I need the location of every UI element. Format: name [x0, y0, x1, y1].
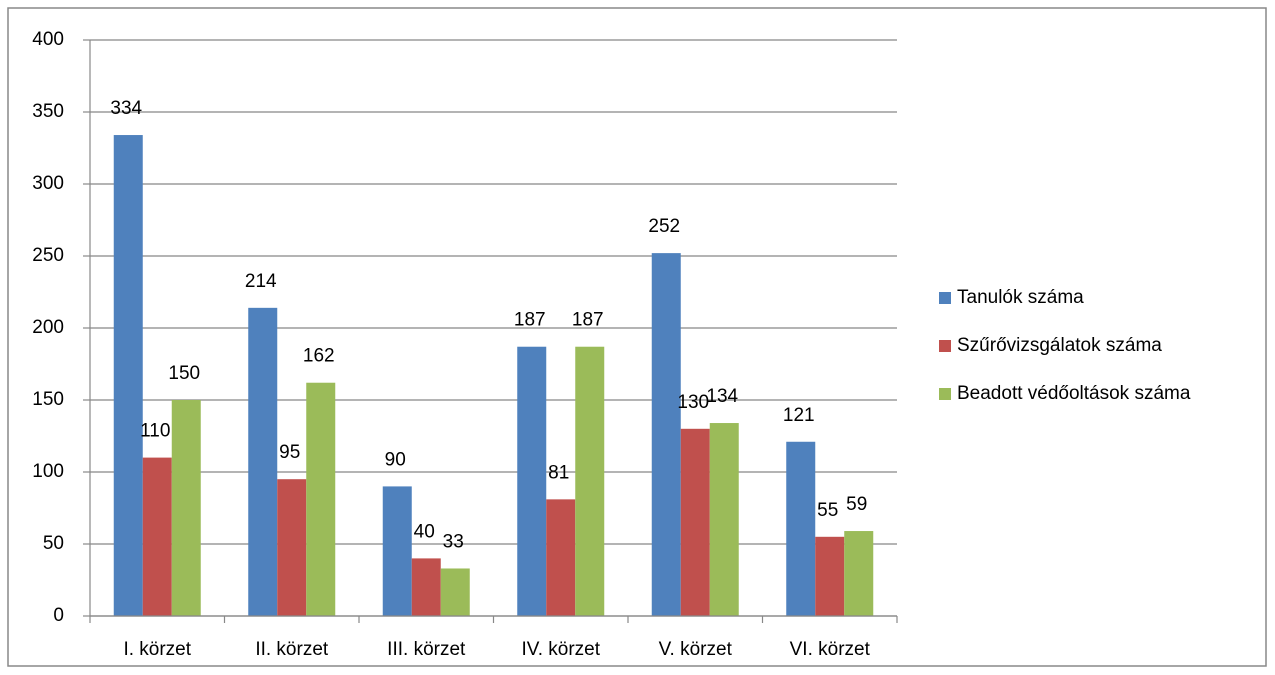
y-tick-label: 200: [32, 317, 64, 338]
bar: [248, 307, 278, 616]
legend-swatch: [939, 388, 951, 400]
bar: [440, 568, 470, 616]
y-tick-label: 350: [32, 101, 64, 122]
data-label: 59: [846, 494, 867, 515]
x-tick-label: VI. körzet: [790, 639, 871, 660]
y-tick-label: 50: [43, 533, 64, 554]
bar: [382, 486, 412, 616]
y-tick-label: 0: [53, 605, 64, 626]
y-tick-label: 300: [32, 173, 64, 194]
bar: [709, 423, 739, 616]
data-label: 187: [572, 310, 604, 331]
bar: [517, 346, 547, 616]
bar: [651, 253, 681, 616]
data-label: 187: [514, 310, 546, 331]
data-label: 150: [168, 363, 200, 384]
data-label: 40: [414, 521, 435, 542]
x-tick-label: V. körzet: [659, 639, 733, 660]
data-label: 121: [783, 405, 815, 426]
bar: [786, 441, 816, 616]
data-label: 134: [706, 386, 738, 407]
bar: [844, 531, 874, 616]
data-label: 252: [648, 216, 680, 237]
x-tick-label: II. körzet: [255, 639, 329, 660]
data-label: 334: [110, 98, 142, 119]
y-tick-label: 150: [32, 389, 64, 410]
y-tick-label: 100: [32, 461, 64, 482]
data-label: 90: [385, 449, 406, 470]
x-tick-label: IV. körzet: [521, 639, 600, 660]
data-label: 162: [303, 346, 335, 367]
data-label: 214: [245, 271, 277, 292]
data-label: 110: [140, 421, 170, 442]
bar: [142, 457, 172, 616]
legend-swatch: [939, 340, 951, 352]
legend-label: Tanulók száma: [957, 287, 1084, 308]
bar: [546, 499, 576, 616]
data-label: 81: [548, 462, 569, 483]
data-label: 55: [817, 500, 838, 521]
legend-swatch: [939, 292, 951, 304]
bar: [815, 536, 845, 616]
data-label: 95: [279, 442, 300, 463]
y-tick-label: 400: [32, 29, 64, 50]
x-tick-label: I. körzet: [123, 639, 191, 660]
bar: [171, 400, 201, 616]
bar: [411, 558, 441, 616]
bar: [575, 346, 605, 616]
bar: [113, 135, 143, 617]
y-tick-label: 250: [32, 245, 64, 266]
data-label: 33: [443, 531, 464, 552]
data-label: 130: [677, 392, 709, 413]
x-tick-label: III. körzet: [387, 639, 466, 660]
bar: [306, 382, 336, 616]
legend-label: Beadott védőoltások száma: [957, 383, 1191, 404]
legend-label: Szűrővizsgálatok száma: [957, 335, 1162, 356]
bar: [277, 479, 307, 616]
bar: [680, 428, 710, 616]
chart-border: [7, 7, 1267, 667]
